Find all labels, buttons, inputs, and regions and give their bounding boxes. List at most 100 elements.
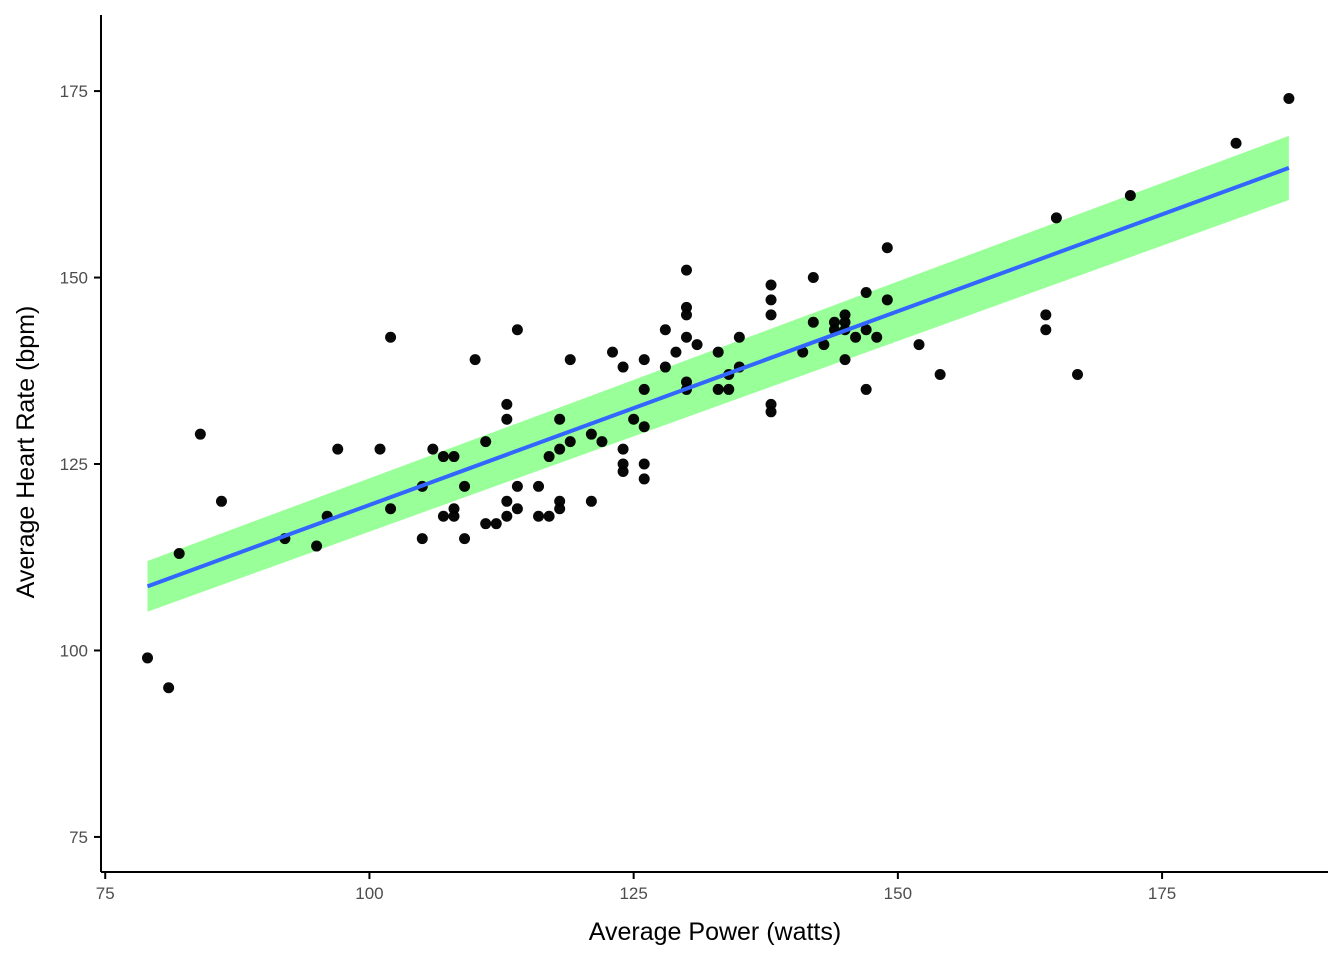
data-point bbox=[511, 503, 523, 515]
data-point bbox=[881, 242, 893, 254]
x-tick-label: 100 bbox=[355, 884, 383, 903]
data-point bbox=[765, 294, 777, 306]
data-point bbox=[881, 294, 893, 306]
data-point bbox=[501, 495, 513, 507]
data-point bbox=[807, 316, 819, 328]
data-point bbox=[638, 458, 650, 470]
data-point bbox=[554, 503, 566, 515]
fit-line bbox=[146, 166, 1290, 589]
data-point bbox=[554, 413, 566, 425]
data-point bbox=[511, 480, 523, 492]
data-point bbox=[638, 421, 650, 433]
data-point bbox=[871, 331, 883, 343]
data-point bbox=[659, 361, 671, 373]
y-tick-label: 100 bbox=[60, 641, 88, 660]
data-point bbox=[311, 540, 323, 552]
data-point bbox=[501, 413, 513, 425]
data-point bbox=[765, 309, 777, 321]
data-point bbox=[807, 272, 819, 284]
data-point bbox=[564, 436, 576, 448]
y-tick-label: 150 bbox=[60, 269, 88, 288]
x-tick-label: 125 bbox=[619, 884, 647, 903]
data-point bbox=[1040, 324, 1052, 336]
data-point bbox=[332, 443, 344, 455]
data-point bbox=[459, 533, 471, 545]
data-point bbox=[374, 443, 386, 455]
data-point bbox=[1230, 137, 1242, 149]
data-point bbox=[480, 436, 492, 448]
y-tick-label: 75 bbox=[69, 828, 88, 847]
data-point bbox=[691, 339, 703, 351]
data-point bbox=[564, 354, 576, 366]
data-point bbox=[670, 346, 682, 358]
data-point bbox=[554, 443, 566, 455]
data-point bbox=[723, 383, 735, 395]
data-point bbox=[934, 369, 946, 381]
data-point bbox=[733, 331, 745, 343]
data-point bbox=[459, 480, 471, 492]
confidence-band bbox=[147, 135, 1289, 612]
data-point bbox=[543, 510, 555, 522]
data-point bbox=[765, 406, 777, 418]
data-point bbox=[680, 331, 692, 343]
y-tick-label: 175 bbox=[60, 82, 88, 101]
data-point bbox=[469, 354, 481, 366]
data-point bbox=[543, 451, 555, 463]
data-point bbox=[1283, 93, 1295, 105]
data-point bbox=[163, 682, 175, 694]
x-tick-label: 150 bbox=[884, 884, 912, 903]
data-point bbox=[839, 354, 851, 366]
data-point bbox=[437, 451, 449, 463]
data-point bbox=[480, 518, 492, 530]
data-point bbox=[638, 383, 650, 395]
data-point bbox=[501, 398, 513, 410]
data-point bbox=[617, 361, 629, 373]
x-tick-label: 175 bbox=[1148, 884, 1176, 903]
y-tick-label: 125 bbox=[60, 455, 88, 474]
data-point bbox=[490, 518, 502, 530]
data-point bbox=[427, 443, 439, 455]
data-point bbox=[1040, 309, 1052, 321]
confidence-band-layer bbox=[147, 135, 1289, 612]
data-point bbox=[448, 451, 460, 463]
data-point bbox=[416, 533, 428, 545]
data-point bbox=[638, 354, 650, 366]
data-point bbox=[617, 465, 629, 477]
data-point bbox=[1124, 189, 1136, 201]
data-point bbox=[607, 346, 619, 358]
data-point bbox=[1050, 212, 1062, 224]
data-point bbox=[585, 428, 597, 440]
data-point bbox=[1072, 369, 1084, 381]
data-point bbox=[437, 510, 449, 522]
fit-line-layer bbox=[146, 166, 1290, 589]
data-point bbox=[511, 324, 523, 336]
data-point bbox=[533, 480, 545, 492]
y-axis-title: Average Heart Rate (bpm) bbox=[12, 306, 40, 599]
data-point bbox=[818, 339, 830, 351]
data-point bbox=[659, 324, 671, 336]
data-point bbox=[628, 413, 640, 425]
data-point bbox=[680, 264, 692, 276]
data-point bbox=[638, 473, 650, 485]
data-point bbox=[215, 495, 227, 507]
data-point bbox=[596, 436, 608, 448]
data-point bbox=[385, 331, 397, 343]
data-point bbox=[501, 510, 513, 522]
data-point bbox=[860, 324, 872, 336]
x-axis-title: Average Power (watts) bbox=[589, 918, 841, 946]
data-point bbox=[765, 279, 777, 291]
data-point bbox=[712, 346, 724, 358]
data-point bbox=[712, 383, 724, 395]
data-point bbox=[194, 428, 206, 440]
data-point bbox=[860, 383, 872, 395]
x-tick-label: 75 bbox=[96, 884, 115, 903]
data-point bbox=[850, 331, 862, 343]
axes-layer: 75 100 125 150 175 75 100 125 150 175 bbox=[60, 15, 1328, 903]
data-point bbox=[617, 443, 629, 455]
data-point bbox=[385, 503, 397, 515]
data-point bbox=[142, 652, 154, 664]
data-point bbox=[860, 286, 872, 298]
data-point bbox=[797, 346, 809, 358]
data-point bbox=[913, 339, 925, 351]
